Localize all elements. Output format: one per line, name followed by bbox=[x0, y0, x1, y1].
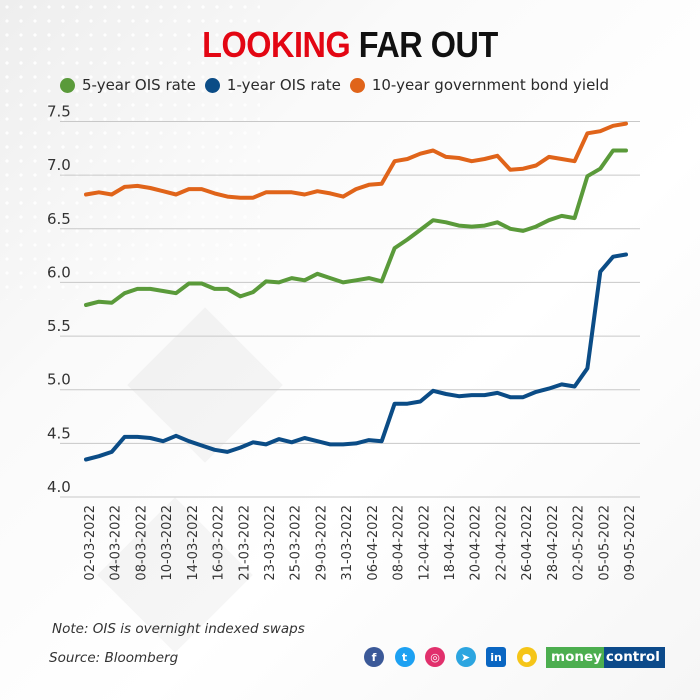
legend-item-1yr: 1-year OIS rate bbox=[204, 76, 341, 94]
legend-dot-orange bbox=[349, 77, 365, 93]
y-tick-label: 5.5 bbox=[47, 317, 71, 335]
y-tick-label: 7.0 bbox=[47, 156, 71, 174]
x-tick-label: 28-04-2022 bbox=[546, 505, 561, 581]
y-tick-label: 5.0 bbox=[47, 371, 71, 389]
logo-part-money: money bbox=[546, 647, 604, 668]
chart-title: LOOKING FAR OUT bbox=[35, 24, 665, 66]
series-line-10yr-gsec bbox=[84, 121, 628, 200]
x-tick-label: 16-03-2022 bbox=[212, 505, 227, 581]
y-tick-label: 4.0 bbox=[47, 478, 71, 496]
instagram-icon[interactable]: ◎ bbox=[425, 647, 445, 667]
y-tick-label: 7.5 bbox=[47, 103, 71, 121]
koo-icon[interactable]: ● bbox=[516, 647, 537, 667]
y-axis-ticks: 4.0 4.5 5.0 5.5 6.0 6.5 7.0 7.5 bbox=[47, 103, 71, 497]
facebook-icon[interactable]: f bbox=[364, 647, 384, 667]
x-tick-label: 02-03-2022 bbox=[83, 505, 98, 581]
x-tick-label: 10-03-2022 bbox=[160, 505, 175, 581]
x-tick-label: 31-03-2022 bbox=[340, 505, 355, 581]
y-tick-label: 4.5 bbox=[47, 424, 71, 442]
gridlines bbox=[60, 121, 640, 498]
x-tick-label: 06-04-2022 bbox=[366, 505, 381, 581]
series-line-1yr-ois bbox=[84, 252, 628, 462]
x-tick-label: 23-03-2022 bbox=[263, 505, 278, 581]
background-dot-pattern bbox=[0, 0, 260, 300]
x-tick-label: 09-05-2022 bbox=[623, 505, 638, 581]
source-text: Source: Bloomberg bbox=[49, 650, 179, 666]
x-tick-label: 21-03-2022 bbox=[237, 505, 252, 581]
series-line-5yr-ois bbox=[84, 148, 628, 307]
moneycontrol-logo: money control bbox=[546, 647, 665, 668]
title-rest: FAR OUT bbox=[358, 24, 498, 65]
legend-item-10yr: 10-year government bond yield bbox=[349, 76, 609, 94]
x-tick-label: 14-03-2022 bbox=[186, 505, 201, 581]
logo-part-control: control bbox=[603, 647, 665, 668]
x-tick-label: 29-03-2022 bbox=[314, 505, 329, 581]
x-tick-label: 26-04-2022 bbox=[520, 505, 535, 581]
x-tick-label: 05-05-2022 bbox=[597, 505, 612, 581]
x-tick-label: 22-04-2022 bbox=[494, 505, 509, 581]
legend: 5-year OIS rate 1-year OIS rate 10-year … bbox=[60, 76, 618, 94]
series-lines bbox=[84, 121, 628, 462]
x-tick-label: 25-03-2022 bbox=[289, 505, 304, 581]
telegram-icon[interactable]: ➤ bbox=[455, 647, 476, 667]
x-tick-label: 02-05-2022 bbox=[572, 505, 587, 581]
y-tick-label: 6.0 bbox=[47, 263, 71, 281]
x-tick-label: 12-04-2022 bbox=[417, 505, 432, 581]
legend-label: 1-year OIS rate bbox=[226, 76, 341, 94]
legend-item-5yr: 5-year OIS rate bbox=[60, 76, 196, 94]
legend-dot-green bbox=[60, 77, 75, 93]
x-tick-label: 08-03-2022 bbox=[134, 505, 149, 581]
x-tick-label: 18-04-2022 bbox=[443, 505, 458, 581]
linkedin-icon[interactable]: in bbox=[486, 647, 506, 667]
note-text: Note: OIS is overnight indexed swaps bbox=[52, 621, 305, 637]
legend-label: 10-year government bond yield bbox=[371, 76, 609, 94]
x-tick-label: 08-04-2022 bbox=[392, 505, 407, 581]
x-axis-ticks: 02-03-2022 04-03-2022 08-03-2022 10-03-2022… bbox=[83, 505, 638, 581]
y-tick-label: 6.5 bbox=[47, 210, 71, 228]
social-icons: f t ◎ ➤ in ● bbox=[364, 647, 547, 667]
x-tick-label: 20-04-2022 bbox=[469, 505, 484, 581]
x-tick-label: 04-03-2022 bbox=[109, 505, 124, 581]
legend-label: 5-year OIS rate bbox=[82, 76, 196, 94]
title-highlight: LOOKING bbox=[202, 24, 351, 65]
legend-dot-blue bbox=[204, 77, 220, 93]
twitter-icon[interactable]: t bbox=[394, 647, 415, 667]
